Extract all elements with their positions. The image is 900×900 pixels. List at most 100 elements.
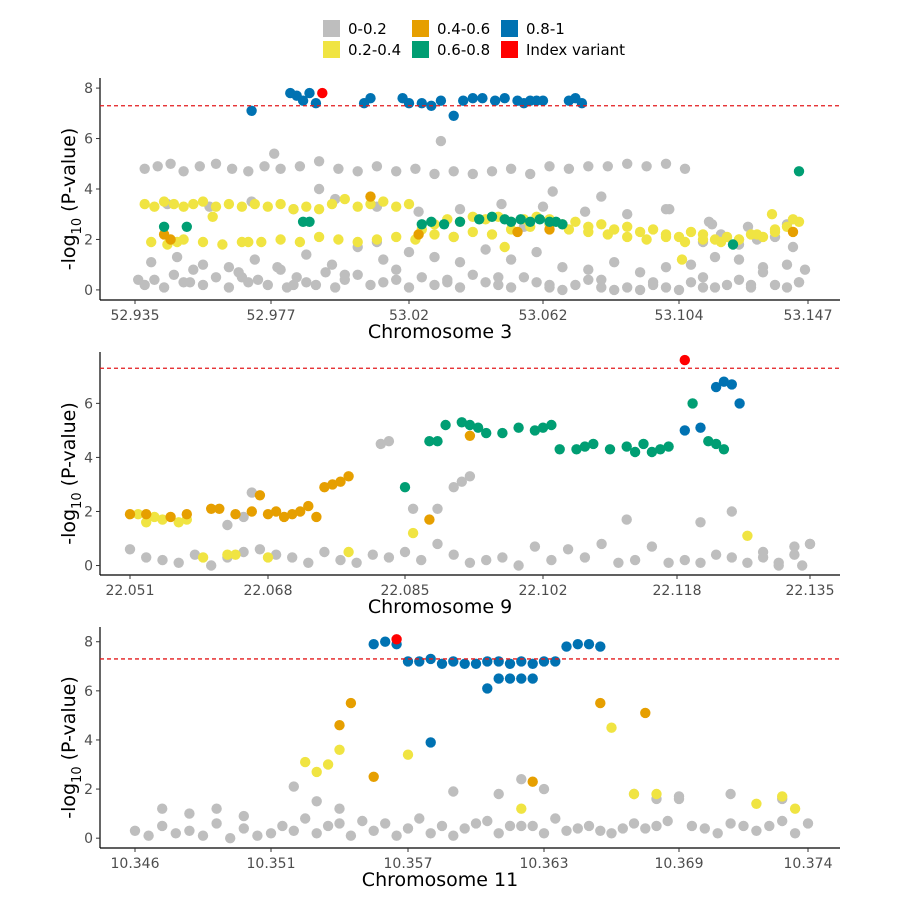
data-point — [165, 234, 176, 245]
x-tick-label: 10.346 — [111, 856, 160, 872]
data-point — [697, 282, 709, 293]
data-point — [576, 98, 588, 109]
data-point — [793, 166, 805, 177]
data-point — [734, 398, 745, 409]
data-point — [371, 161, 383, 172]
data-point — [210, 158, 222, 169]
data-point — [236, 272, 248, 283]
data-point — [165, 158, 176, 169]
data-point — [629, 554, 641, 566]
data-point — [697, 234, 709, 245]
data-point — [223, 262, 235, 273]
series-index-variant — [317, 87, 328, 99]
data-point — [769, 224, 781, 235]
data-point — [357, 815, 368, 827]
x-tick-label: 22.085 — [381, 583, 430, 599]
legend-item: 0.6-0.8 — [412, 41, 490, 59]
x-tick-label: 53.104 — [655, 308, 704, 324]
data-point — [407, 527, 419, 539]
data-point — [403, 98, 415, 109]
data-point — [230, 549, 241, 560]
data-point — [168, 269, 180, 280]
data-point — [505, 216, 517, 227]
data-point — [504, 658, 516, 669]
legend-item: 0.4-0.6 — [412, 20, 490, 38]
legend-item: 0.8-1 — [501, 20, 565, 38]
data-point — [660, 231, 672, 243]
data-point — [527, 820, 538, 832]
data-point — [679, 425, 690, 436]
series-0-4-0-6 — [124, 430, 476, 525]
data-point — [410, 163, 421, 174]
x-tick-label: 22.102 — [519, 583, 568, 599]
data-point — [391, 634, 402, 645]
data-point — [326, 259, 338, 270]
data-point — [710, 549, 722, 560]
y-axis-title-main: -log — [58, 783, 80, 819]
data-point — [295, 506, 306, 517]
y-axis-title-main: -log — [58, 509, 80, 545]
series-0-4-0-6 — [334, 697, 651, 787]
data-point — [327, 479, 338, 490]
data-point — [288, 279, 299, 291]
y-tick-label: 4 — [84, 450, 93, 466]
data-point — [467, 269, 478, 280]
series-0-2-0-4 — [132, 509, 753, 563]
data-point — [742, 530, 753, 541]
series-index-variant — [679, 354, 690, 366]
data-point — [371, 234, 383, 245]
data-point — [751, 798, 762, 809]
data-point — [170, 828, 181, 839]
data-point — [416, 219, 427, 230]
data-point — [662, 815, 673, 827]
data-point — [334, 720, 345, 731]
data-point — [391, 264, 402, 275]
data-point — [320, 267, 331, 278]
series-0-2-0-4 — [300, 722, 801, 814]
data-point — [243, 166, 254, 177]
data-point — [797, 560, 808, 571]
data-point — [686, 820, 698, 832]
data-point — [660, 158, 672, 169]
data-point — [513, 422, 524, 433]
data-point — [757, 262, 769, 273]
series-0-0-2 — [124, 436, 816, 571]
y-axis-title-tail: (P-value) — [58, 676, 80, 766]
chart-panel-1: 0 2 4 6 8 52.935 52.977 53.02 53.062 53.104 53.147… — [58, 78, 840, 343]
data-point — [726, 506, 737, 517]
data-point — [270, 506, 282, 517]
data-point — [178, 201, 189, 212]
data-point — [230, 509, 241, 520]
data-point — [184, 277, 196, 288]
data-point — [687, 398, 698, 409]
data-point — [429, 279, 440, 291]
data-point — [124, 544, 136, 555]
data-point — [663, 557, 674, 568]
data-point — [214, 503, 225, 514]
data-point — [685, 277, 697, 288]
data-point — [634, 226, 646, 238]
data-point — [481, 554, 492, 566]
data-point — [313, 183, 325, 195]
data-point — [613, 557, 624, 568]
data-point — [454, 216, 466, 227]
data-point — [378, 277, 389, 288]
data-point — [402, 656, 414, 667]
data-point — [300, 756, 311, 768]
data-point — [238, 810, 249, 822]
data-point — [211, 803, 222, 814]
data-point — [459, 823, 470, 834]
data-point — [378, 196, 389, 207]
data-point — [715, 236, 727, 248]
data-point — [757, 552, 769, 563]
x-axis-title: Chromosome 11 — [362, 869, 518, 891]
data-point — [622, 158, 633, 169]
data-point — [440, 419, 451, 431]
data-point — [334, 744, 345, 755]
data-point — [486, 211, 498, 222]
data-point — [141, 509, 152, 520]
data-point — [718, 376, 730, 387]
data-point — [146, 257, 157, 268]
data-point — [499, 93, 510, 104]
data-point — [504, 820, 516, 832]
